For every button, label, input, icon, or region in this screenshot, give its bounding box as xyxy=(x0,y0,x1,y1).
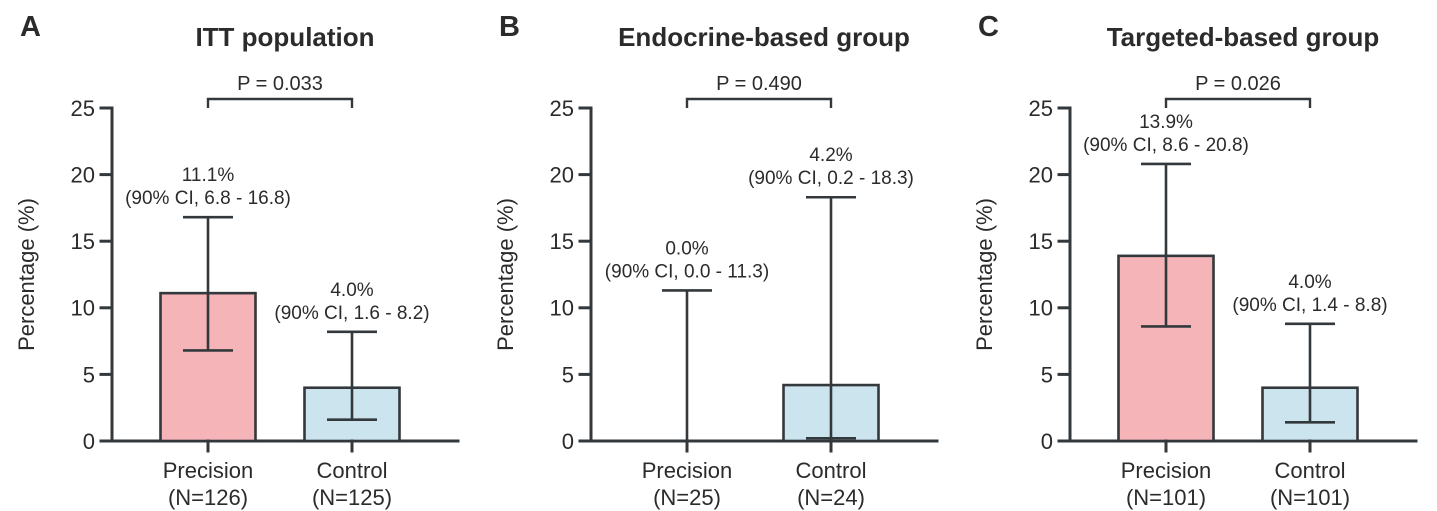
panel-A-itt-population: A ITT population P = 0.033 0 5 10 15 20 25 Percen… xyxy=(0,0,479,511)
p-value-label: P = 0.033 xyxy=(237,73,323,95)
bar-value-label: 4.0% xyxy=(330,280,373,301)
panel-title: ITT population xyxy=(195,22,374,52)
panel-C-targeted-based-group: C Targeted-based group P = 0.026 0 5 10 15 20 25… xyxy=(958,0,1437,511)
y-tick-label: 5 xyxy=(562,362,574,387)
panel-title: Endocrine-based group xyxy=(618,22,910,52)
category-label: Precision xyxy=(163,458,253,483)
y-tick-label: 0 xyxy=(1041,429,1053,454)
category-label: Precision xyxy=(642,458,732,483)
y-tick-label: 10 xyxy=(1029,296,1053,321)
y-tick-label: 10 xyxy=(550,296,574,321)
y-axis-title: Percentage (%) xyxy=(14,198,39,351)
category-n-label: (N=125) xyxy=(312,485,392,510)
y-tick-label: 15 xyxy=(550,229,574,254)
y-tick-label: 0 xyxy=(83,429,95,454)
bar-ci-label: (90% CI, 1.4 - 8.8) xyxy=(1232,295,1387,316)
category-label: Precision xyxy=(1121,458,1211,483)
significance-bracket xyxy=(1164,97,1312,108)
bar-value-label: 4.2% xyxy=(809,145,852,166)
category-label: Control xyxy=(317,458,388,483)
chart-svg-panel-A: A ITT population P = 0.033 0 5 10 15 20 25 Percen… xyxy=(14,11,460,510)
bar-value-label: 13.9% xyxy=(1139,112,1193,133)
category-n-label: (N=101) xyxy=(1126,485,1206,510)
y-tick-label: 20 xyxy=(71,163,95,188)
category-n-label: (N=24) xyxy=(797,485,865,510)
category-n-label: (N=25) xyxy=(653,485,721,510)
panel-title: Targeted-based group xyxy=(1107,22,1380,52)
category-n-label: (N=126) xyxy=(168,485,248,510)
y-axis-title: Percentage (%) xyxy=(493,198,518,351)
panel-letter: A xyxy=(20,11,41,43)
y-tick-label: 20 xyxy=(550,163,574,188)
significance-bracket xyxy=(685,97,833,108)
y-tick-label: 25 xyxy=(550,96,574,121)
y-tick-label: 5 xyxy=(83,362,95,387)
chart-svg-panel-B: B Endocrine-based group P = 0.490 0 5 10 15 20 2… xyxy=(493,11,939,510)
y-tick-label: 15 xyxy=(1029,229,1053,254)
y-tick-label: 25 xyxy=(71,96,95,121)
y-tick-label: 25 xyxy=(1029,96,1053,121)
bar-ci-label: (90% CI, 1.6 - 8.2) xyxy=(274,303,429,324)
bar-ci-label: (90% CI, 0.2 - 18.3) xyxy=(748,168,914,189)
chart-svg-panel-C: C Targeted-based group P = 0.026 0 5 10 15 20 25… xyxy=(972,11,1418,510)
p-value-label: P = 0.490 xyxy=(716,73,802,95)
y-axis-title: Percentage (%) xyxy=(972,198,997,351)
category-n-label: (N=101) xyxy=(1270,485,1350,510)
bar-value-label: 4.0% xyxy=(1288,272,1331,293)
panel-letter: B xyxy=(499,11,520,43)
bar-value-label: 11.1% xyxy=(182,165,235,186)
y-tick-label: 5 xyxy=(1041,362,1053,387)
panel-B-endocrine-based-group: B Endocrine-based group P = 0.490 0 5 10 15 20 2… xyxy=(479,0,958,511)
category-label: Control xyxy=(1275,458,1346,483)
bar-value-label: 0.0% xyxy=(665,238,708,259)
y-tick-label: 10 xyxy=(71,296,95,321)
y-tick-label: 15 xyxy=(71,229,95,254)
category-label: Control xyxy=(796,458,867,483)
p-value-label: P = 0.026 xyxy=(1195,73,1281,95)
panel-letter: C xyxy=(978,11,999,43)
bar-ci-label: (90% CI, 8.6 - 20.8) xyxy=(1083,135,1249,156)
bar-ci-label: (90% CI, 0.0 - 11.3) xyxy=(605,261,769,282)
significance-bracket xyxy=(206,97,354,108)
bar-ci-label: (90% CI, 6.8 - 16.8) xyxy=(125,188,291,209)
y-tick-label: 20 xyxy=(1029,163,1053,188)
y-tick-label: 0 xyxy=(562,429,574,454)
